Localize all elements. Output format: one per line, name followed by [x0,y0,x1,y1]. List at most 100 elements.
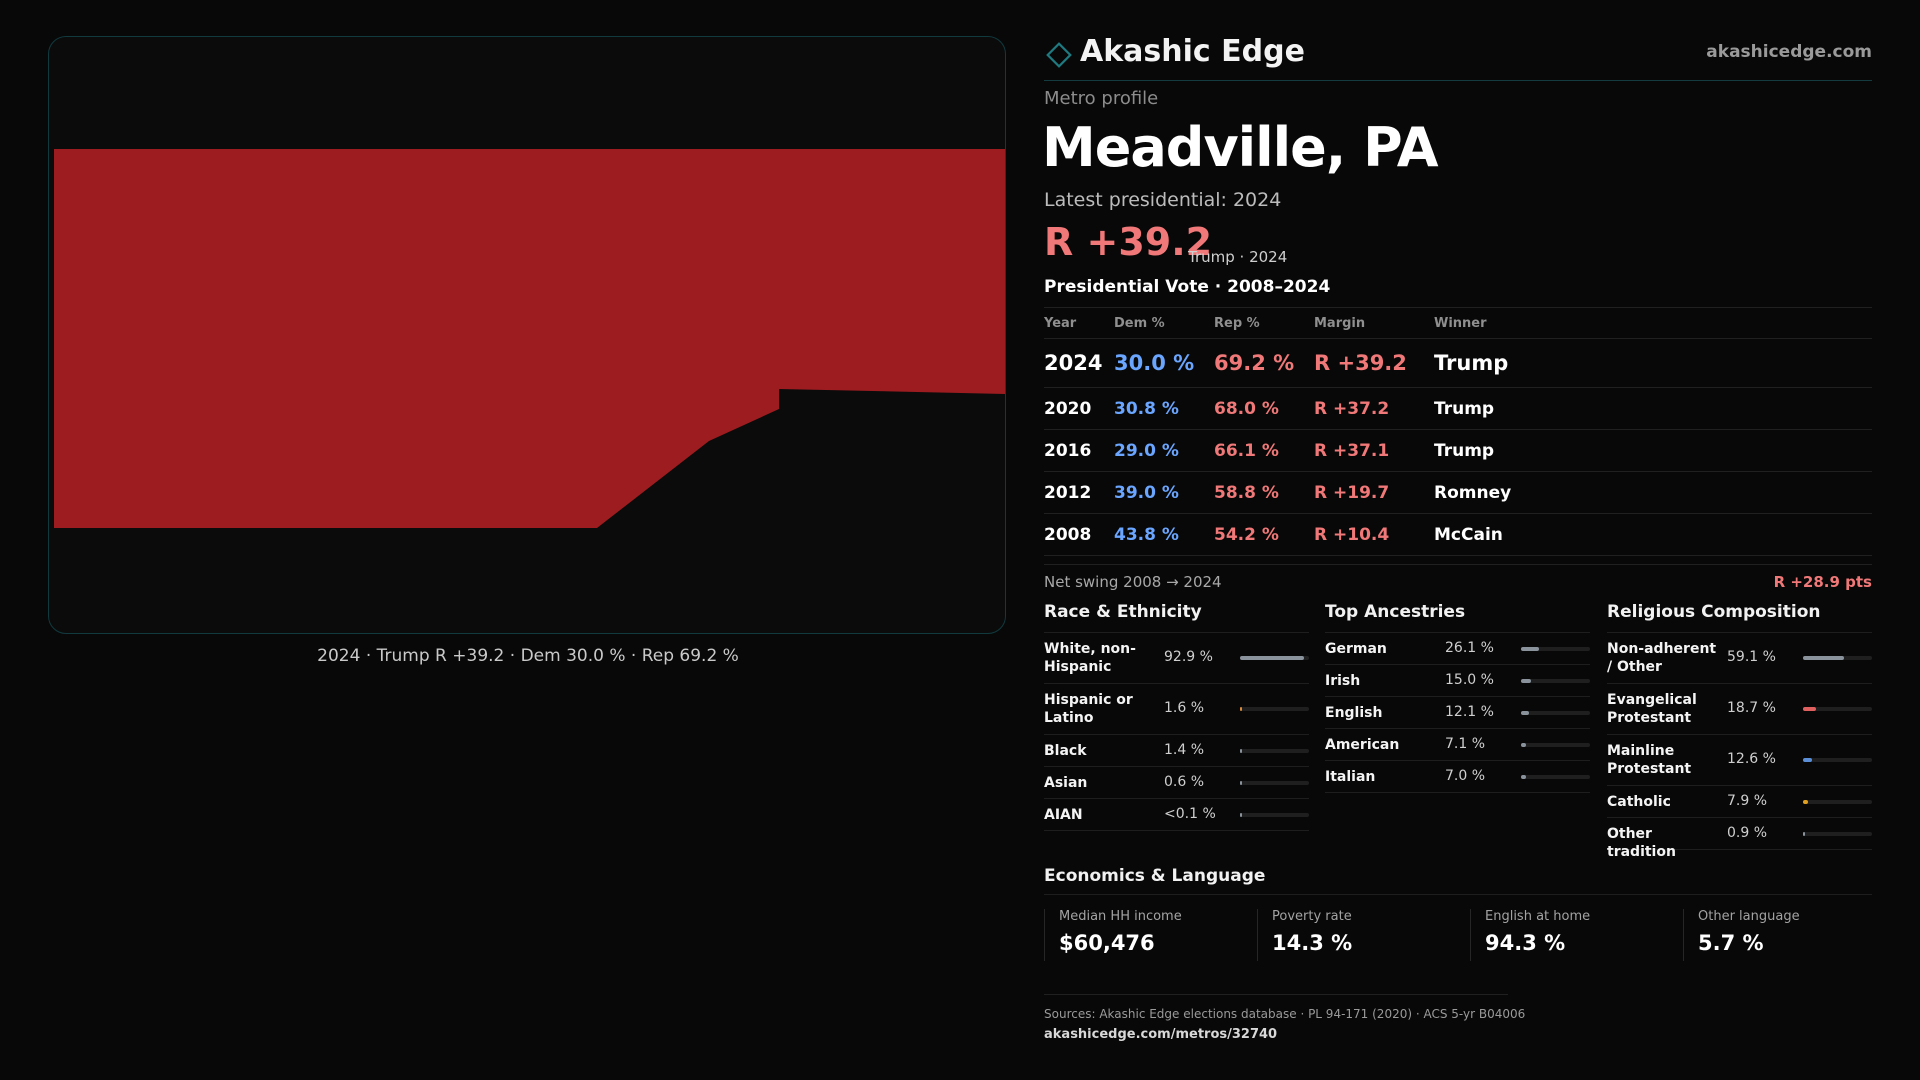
section-title: Religious Composition [1607,602,1821,622]
stat-bar [1521,743,1590,747]
row-margin: R +19.7 [1314,483,1390,503]
stat-label: Evangelical Protestant [1607,692,1697,726]
stat-value: 15.0 % [1445,672,1494,688]
net-swing-value: R +28.9 pts [1773,573,1872,591]
latest-election-label: Latest presidential: 2024 [1044,189,1282,211]
stat-bar [1521,647,1590,651]
econ-value: 14.3 % [1272,931,1353,955]
brand-header: Akashic Edge akashicedge.com [1044,32,1872,81]
stat-bar-fill [1240,707,1242,711]
list-item: German 26.1 % [1325,633,1590,665]
stat-bar-fill [1521,743,1526,747]
stat-list: German 26.1 % Irish 15.0 % English 12.1 … [1325,632,1590,793]
stat-bar-fill [1803,758,1812,762]
stat-bar-fill [1803,656,1844,660]
stat-label: Catholic [1607,794,1671,810]
section-title: Race & Ethnicity [1044,602,1202,622]
economics-panel: Median HH income $60,476 Poverty rate 14… [1044,894,1872,967]
stat-label: Irish [1325,673,1361,689]
brand-url-link[interactable]: akashicedge.com [1706,42,1872,62]
table-row: 2024 30.0 % 69.2 % R +39.2 Trump [1044,339,1872,388]
row-winner: Trump [1434,351,1509,375]
stat-label: Mainline Protestant [1607,743,1692,777]
stat-label: English [1325,705,1383,721]
list-item: Asian 0.6 % [1044,767,1309,799]
econ-value: $60,476 [1059,931,1155,955]
row-rep-pct: 68.0 % [1214,399,1279,419]
row-rep-pct: 58.8 % [1214,483,1279,503]
stat-bar-fill [1521,711,1529,715]
stat-value: 1.6 % [1164,700,1205,716]
map-caption: 2024 · Trump R +39.2 · Dem 30.0 % · Rep … [317,646,739,666]
stat-bar-fill [1240,781,1242,785]
row-rep-pct: 66.1 % [1214,441,1279,461]
table-row: 2012 39.0 % 58.8 % R +19.7 Romney [1044,472,1872,514]
row-winner: Trump [1434,399,1495,419]
stat-bar [1803,758,1872,762]
ancestries-section: Top Ancestries German 26.1 % Irish 15.0 … [1325,602,1590,793]
stat-bar-fill [1803,707,1816,711]
county-shape[interactable] [54,149,1006,528]
stat-bar [1240,813,1309,817]
stat-bar [1521,775,1590,779]
stat-value: 26.1 % [1445,640,1494,656]
stat-bar [1521,679,1590,683]
row-dem-pct: 30.8 % [1114,399,1179,419]
stat-bar [1240,781,1309,785]
column-header-dem: Dem % [1114,316,1165,331]
latest-margin: R +39.2 [1044,220,1213,264]
stat-value: <0.1 % [1164,806,1216,822]
stat-label: White, non-Hispanic [1044,641,1136,675]
net-swing-label: Net swing 2008 → 2024 [1044,573,1222,591]
stat-bar [1803,832,1872,836]
stat-value: 0.9 % [1727,825,1768,841]
stat-label: AIAN [1044,807,1083,823]
list-item: Mainline Protestant 12.6 % [1607,735,1872,786]
metro-map-panel[interactable] [48,36,1006,634]
econ-stat-income: Median HH income $60,476 [1044,909,1245,961]
econ-value: 94.3 % [1485,931,1566,955]
stat-bar [1240,656,1309,660]
list-item: Evangelical Protestant 18.7 % [1607,684,1872,735]
row-margin: R +10.4 [1314,525,1390,545]
metro-map[interactable] [49,37,1006,634]
list-item: English 12.1 % [1325,697,1590,729]
stat-label: Hispanic or Latino [1044,692,1133,726]
econ-stat-poverty: Poverty rate 14.3 % [1257,909,1458,961]
econ-stat-english: English at home 94.3 % [1470,909,1671,961]
stat-value: 0.6 % [1164,774,1205,790]
list-item: Black 1.4 % [1044,735,1309,767]
list-item: Italian 7.0 % [1325,761,1590,793]
diamond-logo-icon [1046,42,1072,68]
list-item: Hispanic or Latino 1.6 % [1044,684,1309,735]
table-row: 2016 29.0 % 66.1 % R +37.1 Trump [1044,430,1872,472]
stat-bar-fill [1521,647,1539,651]
stat-bar-fill [1240,656,1304,660]
religion-section: Religious Composition Non-adherent / Oth… [1607,602,1872,860]
stat-list: Non-adherent / Other 59.1 % Evangelical … [1607,632,1872,860]
stat-list: White, non-Hispanic 92.9 % Hispanic or L… [1044,632,1309,831]
stat-bar [1240,707,1309,711]
stat-bar-fill [1803,832,1805,836]
stat-label: Asian [1044,775,1088,791]
stat-value: 7.9 % [1727,793,1768,809]
vote-table-title: Presidential Vote · 2008–2024 [1044,277,1331,297]
stat-label: German [1325,641,1387,657]
row-margin: R +37.1 [1314,441,1390,461]
metro-url-link[interactable]: akashicedge.com/metros/32740 [1044,1027,1278,1042]
stat-value: 18.7 % [1727,700,1776,716]
column-header-year: Year [1044,316,1077,331]
brand-name: Akashic Edge [1080,34,1305,69]
row-dem-pct: 29.0 % [1114,441,1179,461]
row-dem-pct: 30.0 % [1114,351,1195,375]
page-kicker: Metro profile [1044,88,1159,109]
stat-label: Black [1044,743,1087,759]
table-header-row: Year Dem % Rep % Margin Winner [1044,307,1872,339]
stat-value: 7.1 % [1445,736,1486,752]
table-row: 2008 43.8 % 54.2 % R +10.4 McCain [1044,514,1872,556]
column-header-margin: Margin [1314,316,1366,331]
stat-value: 1.4 % [1164,742,1205,758]
stat-bar [1240,749,1309,753]
list-item: Catholic 7.9 % [1607,786,1872,818]
stat-label: Other tradition [1607,826,1676,860]
